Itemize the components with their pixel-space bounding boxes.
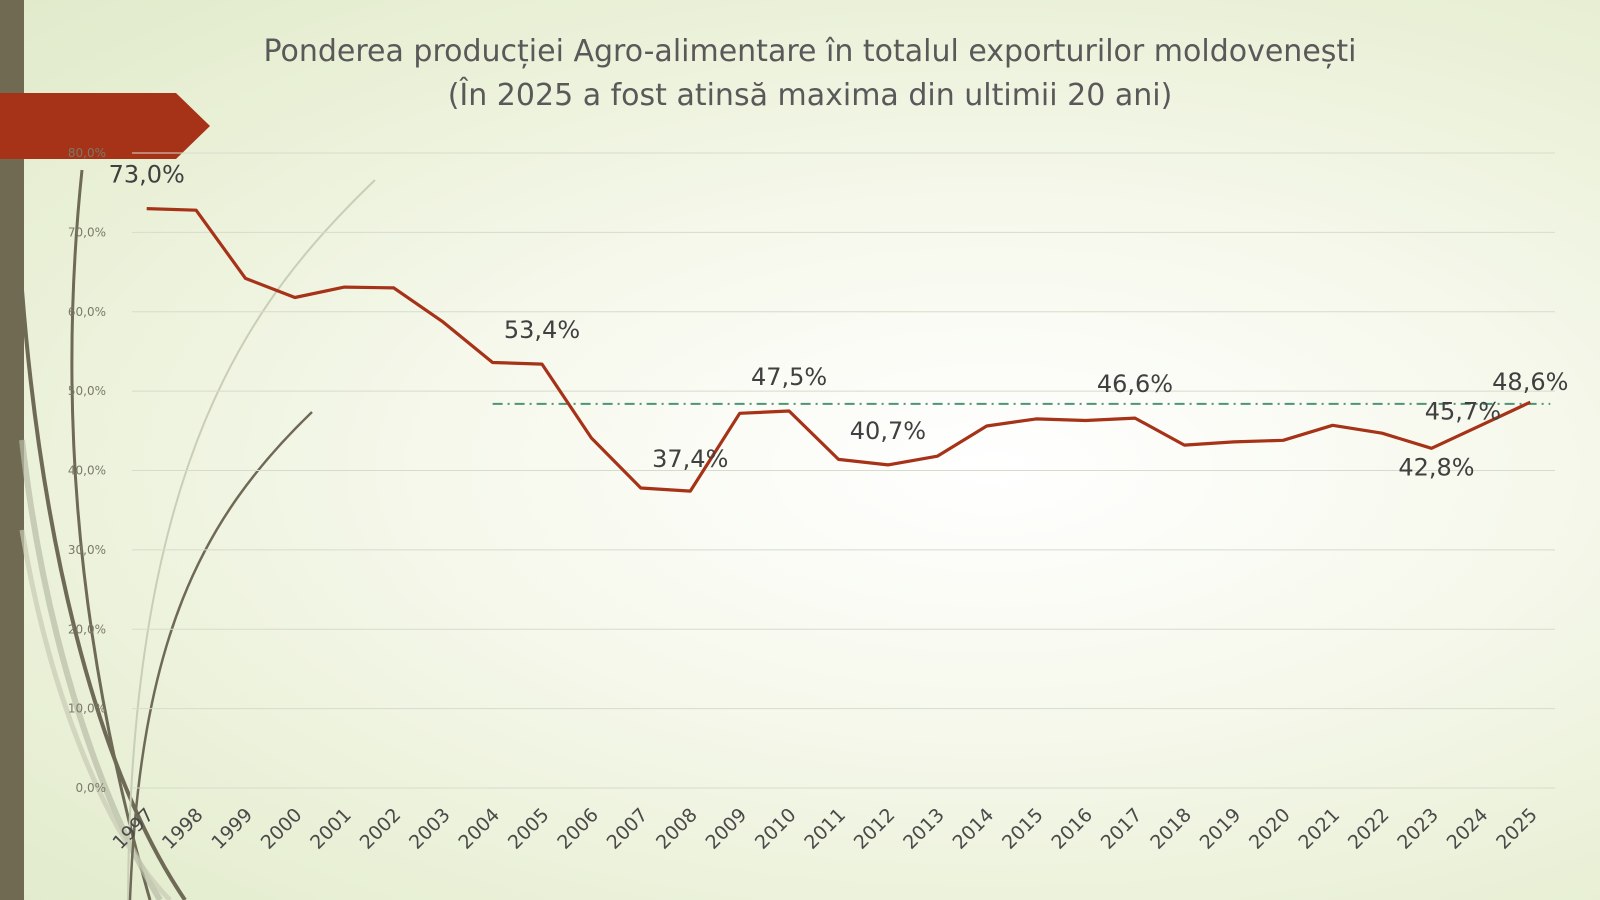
x-tick-label: 2002 (356, 804, 406, 854)
x-tick-label: 2005 (504, 804, 554, 854)
x-tick-label: 2013 (899, 804, 949, 854)
x-tick-label: 2023 (1393, 804, 1443, 854)
data-label: 37,4% (652, 445, 728, 473)
x-tick-label: 2011 (800, 804, 850, 854)
title-line-2: (În 2025 a fost atinsă maxima din ultimi… (447, 78, 1173, 113)
x-tick-label: 2022 (1344, 804, 1394, 854)
x-tick-label: 2025 (1492, 804, 1542, 854)
y-tick-label: 40,0% (68, 464, 106, 478)
x-tick-label: 2004 (454, 804, 504, 854)
y-tick-label: 70,0% (68, 225, 106, 239)
x-tick-label: 2021 (1294, 804, 1344, 854)
x-tick-label: 2008 (652, 804, 702, 854)
y-tick-label: 60,0% (68, 305, 106, 319)
x-tick-label: 2019 (1196, 804, 1246, 854)
data-label: 47,5% (751, 363, 827, 391)
x-tick-label: 2003 (405, 804, 455, 854)
x-tick-label: 1999 (207, 804, 257, 854)
series-line (146, 207, 1531, 493)
x-tick-label: 2024 (1443, 804, 1493, 854)
chart-title: Ponderea producției Agro-alimentare în t… (150, 30, 1470, 118)
title-line-1: Ponderea producției Agro-alimentare în t… (263, 34, 1357, 69)
data-label: 53,4% (504, 316, 580, 344)
x-tick-label: 2017 (1097, 804, 1147, 854)
x-tick-label: 2020 (1245, 804, 1295, 854)
x-tick-label: 2001 (306, 804, 356, 854)
x-tick-label: 2000 (257, 804, 307, 854)
x-tick-label: 2010 (751, 804, 801, 854)
data-label: 40,7% (850, 417, 926, 445)
x-tick-label: 2015 (998, 804, 1048, 854)
data-label: 46,6% (1097, 370, 1173, 398)
x-axis-ticks: 1997 1998 1999 2000 2001 2002 2003 2004 2005 2006… (108, 804, 1541, 854)
data-label: 42,8% (1398, 453, 1474, 481)
data-labels: 73,0% 53,4% 37,4% 47,5% 40,7% 46,6% 42,8% 45,7%… (109, 161, 1569, 482)
series-layer (146, 207, 1531, 493)
x-tick-label: 1998 (158, 804, 208, 854)
y-tick-label: 10,0% (68, 702, 106, 716)
y-tick-label: 30,0% (68, 543, 106, 557)
y-axis-ticks: 0,0% 10,0% 20,0% 30,0% 40,0% 50,0% 60,0% 70,0% 8… (68, 146, 106, 795)
data-label: 45,7% (1425, 397, 1501, 425)
data-label: 48,6% (1492, 368, 1568, 396)
y-tick-label: 80,0% (68, 146, 106, 160)
x-tick-label: 2007 (603, 804, 653, 854)
y-tick-label: 50,0% (68, 384, 106, 398)
accent-arrow-tab (0, 93, 210, 159)
x-tick-label: 1997 (108, 804, 158, 854)
data-label: 73,0% (109, 161, 185, 189)
y-tick-label: 0,0% (76, 781, 107, 795)
x-tick-label: 2014 (949, 804, 999, 854)
gridlines (132, 152, 1555, 789)
x-tick-label: 2012 (850, 804, 900, 854)
y-tick-label: 20,0% (68, 622, 106, 636)
x-tick-label: 2018 (1146, 804, 1196, 854)
x-tick-label: 2009 (701, 804, 751, 854)
x-tick-label: 2016 (1047, 804, 1097, 854)
x-tick-label: 2006 (553, 804, 603, 854)
